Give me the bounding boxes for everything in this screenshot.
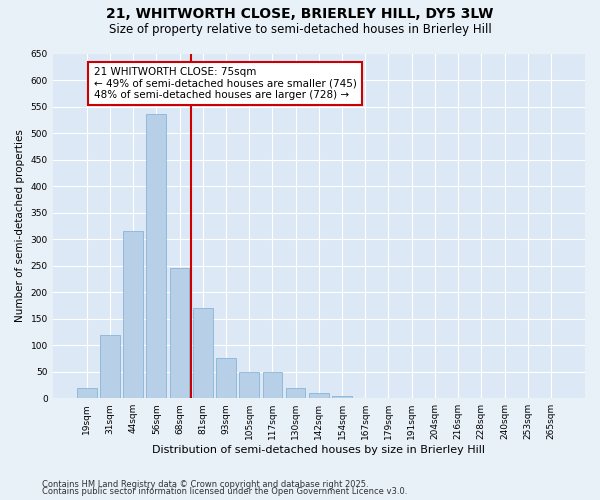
Text: Contains public sector information licensed under the Open Government Licence v3: Contains public sector information licen… xyxy=(42,487,407,496)
X-axis label: Distribution of semi-detached houses by size in Brierley Hill: Distribution of semi-detached houses by … xyxy=(152,445,485,455)
Bar xyxy=(100,334,120,398)
Bar xyxy=(123,231,143,398)
Bar xyxy=(263,372,282,398)
Y-axis label: Number of semi-detached properties: Number of semi-detached properties xyxy=(15,130,25,322)
Bar xyxy=(77,388,97,398)
Bar xyxy=(146,114,166,398)
Text: Size of property relative to semi-detached houses in Brierley Hill: Size of property relative to semi-detach… xyxy=(109,22,491,36)
Text: 21, WHITWORTH CLOSE, BRIERLEY HILL, DY5 3LW: 21, WHITWORTH CLOSE, BRIERLEY HILL, DY5 … xyxy=(106,8,494,22)
Text: 21 WHITWORTH CLOSE: 75sqm
← 49% of semi-detached houses are smaller (745)
48% of: 21 WHITWORTH CLOSE: 75sqm ← 49% of semi-… xyxy=(94,67,356,100)
Bar xyxy=(193,308,212,398)
Bar xyxy=(286,388,305,398)
Bar xyxy=(332,396,352,398)
Bar xyxy=(170,268,190,398)
Bar xyxy=(309,393,329,398)
Bar xyxy=(216,358,236,398)
Text: Contains HM Land Registry data © Crown copyright and database right 2025.: Contains HM Land Registry data © Crown c… xyxy=(42,480,368,489)
Bar xyxy=(239,372,259,398)
